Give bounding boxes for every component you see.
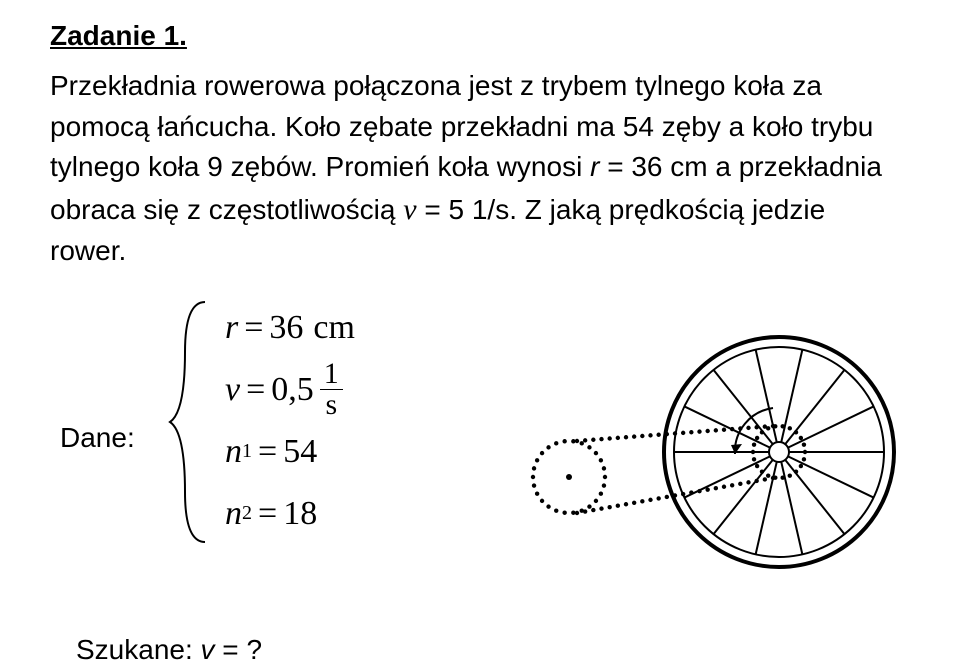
eq-value: 18 (283, 495, 317, 533)
eq-lhs: r (225, 309, 238, 347)
dane-equations: r = 36 cm ν = 0,5 1 s n1 = 54 n (225, 297, 355, 545)
eq-sign: = (244, 309, 263, 347)
eq-value: 0,5 (271, 371, 314, 409)
eq-unit: cm (313, 309, 355, 347)
dane-label: Dane: (60, 422, 135, 454)
eq-lhs: n (225, 433, 242, 471)
fraction-numerator: 1 (320, 359, 343, 390)
eq-lhs: n (225, 495, 242, 533)
equation-r: r = 36 cm (225, 297, 355, 359)
task-title: Zadanie 1. (50, 20, 909, 52)
eq-sign: = (246, 371, 265, 409)
eq-value: 36 (269, 309, 303, 347)
eq-sign: = (258, 433, 277, 471)
equation-nu: ν = 0,5 1 s (225, 359, 355, 421)
bicycle-diagram (474, 322, 904, 582)
eq-sign: = (258, 495, 277, 533)
eq-value: 54 (283, 433, 317, 471)
curly-brace (165, 292, 215, 552)
szukane-rest: = ? (215, 634, 262, 665)
equation-n1: n1 = 54 (225, 421, 355, 483)
nu-symbol: ν (403, 193, 416, 226)
equation-n2: n2 = 18 (225, 483, 355, 545)
task-paragraph: Przekładnia rowerowa połączona jest z tr… (50, 66, 909, 272)
szukane-label: Szukane: (76, 634, 201, 665)
fraction-denominator: s (321, 390, 341, 420)
eq-lhs: ν (225, 371, 240, 409)
fraction: 1 s (320, 359, 343, 420)
radius-symbol: r (590, 151, 607, 182)
szukane-line: Szukane: v = ? (76, 634, 909, 666)
eq-subscript: 2 (242, 502, 252, 525)
szukane-var: v (201, 634, 215, 665)
eq-subscript: 1 (242, 440, 252, 463)
